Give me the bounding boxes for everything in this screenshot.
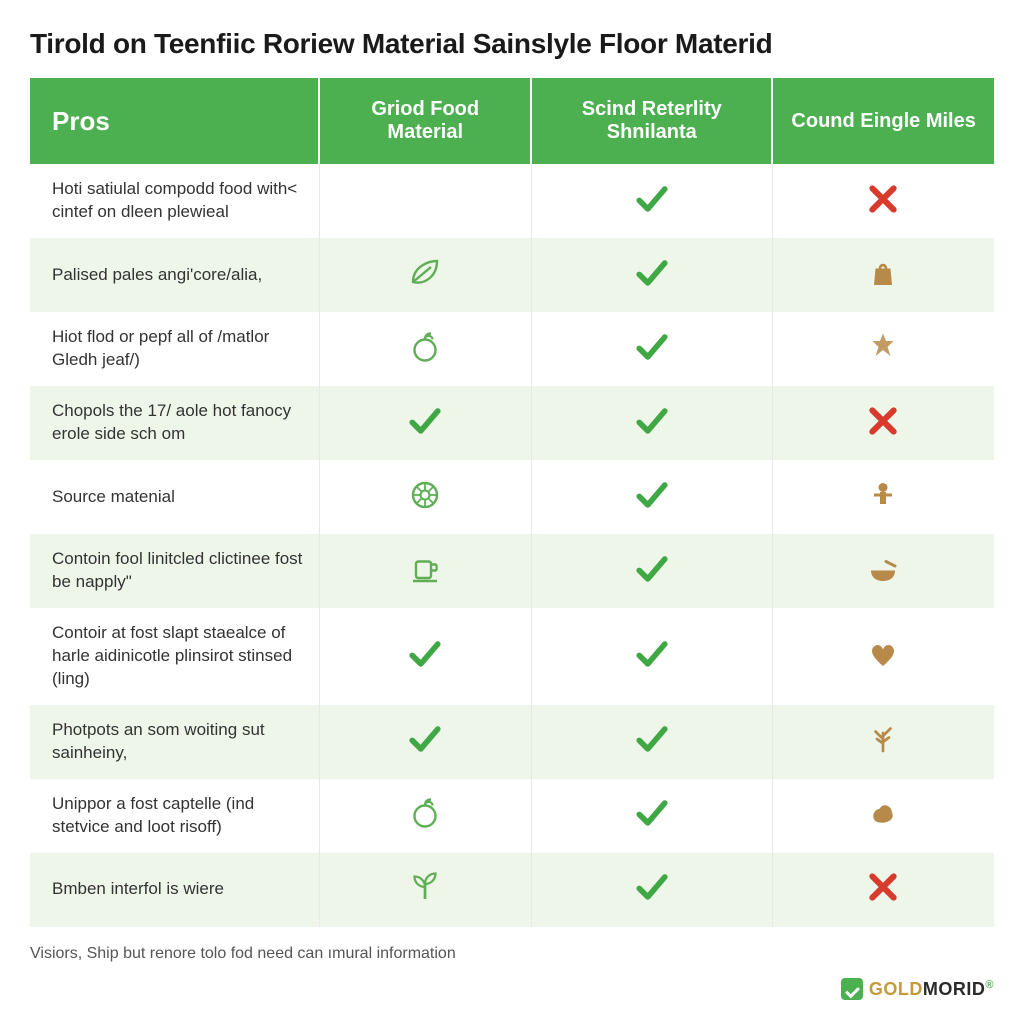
check-icon (635, 870, 669, 904)
cell-col2 (531, 238, 772, 312)
cup-icon (407, 551, 443, 587)
cell-col1 (319, 312, 531, 386)
table-row: Source matenial (30, 460, 994, 534)
bowl-tan-icon (865, 551, 901, 587)
cell-col1 (319, 853, 531, 927)
table-row: Photpots an som woiting sut sainheiny, (30, 705, 994, 779)
cell-col2 (531, 608, 772, 705)
cell-col1 (319, 164, 531, 238)
cell-col1 (319, 534, 531, 608)
cell-col2 (531, 534, 772, 608)
check-icon (635, 637, 669, 671)
table-row: Contoin fool linitcled clictinee fost be… (30, 534, 994, 608)
cell-col3 (772, 460, 994, 534)
cell-col1 (319, 608, 531, 705)
row-label: Chopols the 17/ aole hot fanocy erole si… (30, 386, 319, 460)
fruit-icon (407, 795, 443, 831)
table-header-row: Pros Griod Food Material Scind Reterlity… (30, 78, 994, 164)
plant-tan-icon (865, 721, 901, 757)
heart-tan-icon (865, 636, 901, 672)
check-icon (635, 330, 669, 364)
brand-badge-icon (841, 978, 863, 1000)
table-row: Unippor a fost captelle (ind stetvice an… (30, 779, 994, 853)
row-label: Palised pales angi'core/alia, (30, 238, 319, 312)
cell-col2 (531, 779, 772, 853)
footer-note: Visiors, Ship but renore tolo fod need c… (30, 945, 994, 963)
row-label: Photpots an som woiting sut sainheiny, (30, 705, 319, 779)
cell-col1 (319, 779, 531, 853)
leaf-tan-icon (865, 329, 901, 365)
check-icon (408, 722, 442, 756)
row-label: Source matenial (30, 460, 319, 534)
cell-col2 (531, 164, 772, 238)
cell-col2 (531, 386, 772, 460)
cell-col3 (772, 534, 994, 608)
row-label: Bmben interfol is wiere (30, 853, 319, 927)
row-label: Contoin fool linitcled clictinee fost be… (30, 534, 319, 608)
check-icon (635, 722, 669, 756)
table-row: Bmben interfol is wiere (30, 853, 994, 927)
check-icon (408, 404, 442, 438)
col-3: Cound Eingle Miles (772, 78, 994, 164)
page-title: Tirold on Teenfiic Roriew Material Sains… (30, 28, 994, 60)
cell-col3 (772, 608, 994, 705)
row-label: Hoti satiulal compodd food with< cintef … (30, 164, 319, 238)
cell-col3 (772, 312, 994, 386)
cell-col3 (772, 705, 994, 779)
bag-tan-icon (865, 255, 901, 291)
col-2: Scind Reterlity Shnilanta (531, 78, 772, 164)
table-row: Palised pales angi'core/alia, (30, 238, 994, 312)
cell-col1 (319, 386, 531, 460)
cell-col2 (531, 705, 772, 779)
check-icon (408, 637, 442, 671)
col-pros: Pros (30, 78, 319, 164)
cell-col3 (772, 238, 994, 312)
cell-col3 (772, 386, 994, 460)
person-tan-icon (865, 477, 901, 513)
check-icon (635, 796, 669, 830)
check-icon (635, 256, 669, 290)
cross-icon (867, 871, 899, 903)
cell-col1 (319, 238, 531, 312)
cell-col3 (772, 853, 994, 927)
cell-col2 (531, 853, 772, 927)
fruit-icon (407, 329, 443, 365)
wheel-icon (407, 477, 443, 513)
check-icon (635, 552, 669, 586)
row-label: Unippor a fost captelle (ind stetvice an… (30, 779, 319, 853)
cell-col3 (772, 779, 994, 853)
blob-tan-icon (865, 795, 901, 831)
row-label: Contoir at fost slapt staealce of harle … (30, 608, 319, 705)
cross-icon (867, 183, 899, 215)
table-row: Chopols the 17/ aole hot fanocy erole si… (30, 386, 994, 460)
table-row: Hiot flod or pepf all of /matlor Gledh j… (30, 312, 994, 386)
cell-col1 (319, 705, 531, 779)
brand-text: GOLDMORID® (869, 979, 994, 1000)
check-icon (635, 182, 669, 216)
col-1: Griod Food Material (319, 78, 531, 164)
cell-col2 (531, 312, 772, 386)
brand-logo: GOLDMORID® (841, 978, 994, 1000)
cell-col1 (319, 460, 531, 534)
sprout-icon (407, 869, 443, 905)
cell-col2 (531, 460, 772, 534)
row-label: Hiot flod or pepf all of /matlor Gledh j… (30, 312, 319, 386)
table-row: Hoti satiulal compodd food with< cintef … (30, 164, 994, 238)
cell-col3 (772, 164, 994, 238)
check-icon (635, 478, 669, 512)
table-row: Contoir at fost slapt staealce of harle … (30, 608, 994, 705)
cross-icon (867, 405, 899, 437)
comparison-table: Pros Griod Food Material Scind Reterlity… (30, 78, 994, 927)
check-icon (635, 404, 669, 438)
leaf-icon (407, 255, 443, 291)
